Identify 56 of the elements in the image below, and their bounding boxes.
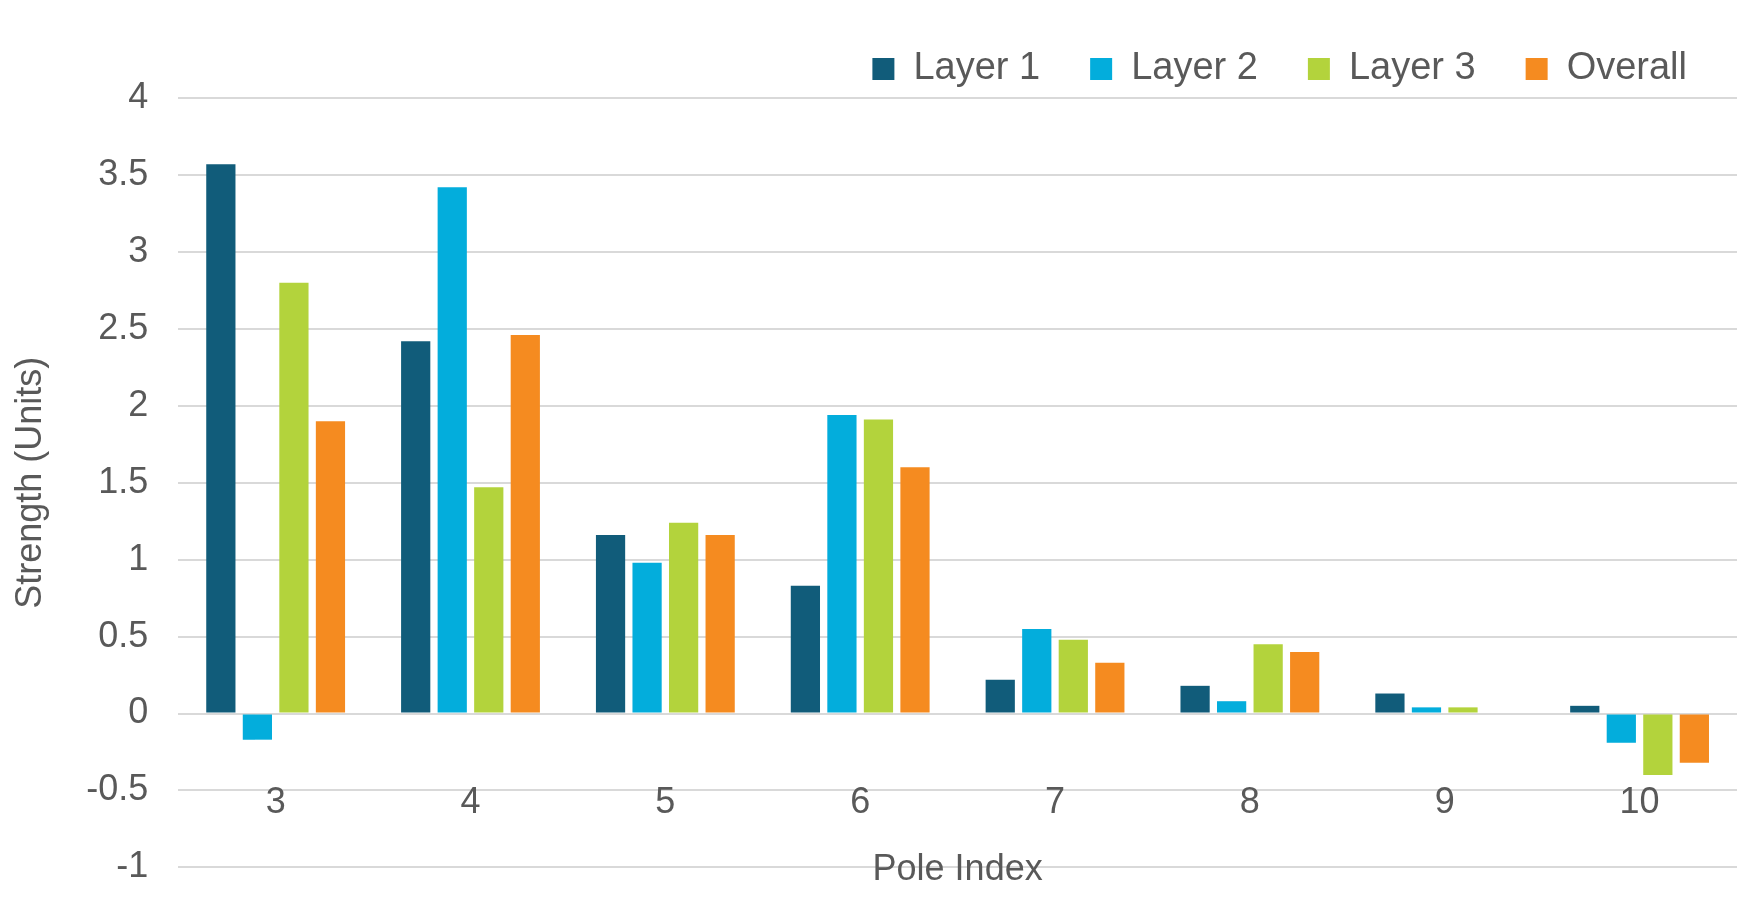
x-tick-label: 6	[850, 780, 871, 822]
bar	[1058, 639, 1088, 713]
bar	[1375, 693, 1405, 713]
x-tick-label: 3	[265, 780, 286, 822]
bar	[401, 341, 431, 713]
legend-label: Layer 1	[913, 45, 1041, 88]
bar	[705, 535, 735, 713]
legend-label: Layer 3	[1348, 45, 1476, 88]
bar	[900, 467, 930, 713]
x-tick-label: 10	[1619, 780, 1660, 822]
y-tick-label: 1	[128, 536, 149, 578]
bar	[510, 334, 540, 713]
bar	[206, 164, 236, 713]
bar	[790, 585, 821, 713]
bar	[474, 487, 504, 713]
y-tick-label: 2.5	[98, 305, 149, 347]
bar	[1095, 662, 1125, 713]
y-tick-label: 2	[128, 382, 149, 424]
bar	[1411, 707, 1442, 713]
x-tick-label: 9	[1434, 780, 1455, 822]
bar	[1253, 644, 1283, 713]
y-tick-label: 4	[128, 74, 149, 116]
bar	[1180, 685, 1210, 713]
bar	[315, 421, 346, 713]
bar	[827, 414, 857, 713]
legend-label: Overall	[1566, 45, 1688, 88]
bar	[1606, 714, 1636, 743]
x-tick-label: 4	[460, 780, 481, 822]
bar	[1022, 628, 1052, 713]
bar	[1643, 714, 1673, 776]
bar	[985, 679, 1015, 713]
y-axis-title: Strength (Units)	[7, 356, 49, 609]
bar	[437, 187, 467, 713]
y-tick-label: 1.5	[98, 459, 149, 501]
y-tick-label: -0.5	[86, 767, 149, 809]
bar	[1679, 714, 1709, 763]
x-axis-title: Pole Index	[872, 847, 1043, 889]
bar	[1570, 705, 1600, 713]
y-tick-label: 3.5	[98, 151, 149, 193]
bar	[863, 419, 894, 713]
bar	[632, 562, 662, 713]
x-tick-label: 5	[655, 780, 676, 822]
bar	[279, 282, 309, 713]
y-tick-label: 0	[128, 690, 149, 732]
y-tick-label: -1	[116, 844, 149, 886]
bar	[242, 714, 272, 740]
x-tick-label: 7	[1045, 780, 1066, 822]
bar	[595, 535, 626, 713]
legend-label: Layer 2	[1131, 45, 1258, 88]
bar	[1448, 707, 1478, 713]
bar	[669, 522, 699, 713]
bar	[1290, 651, 1320, 713]
y-tick-label: 3	[128, 228, 149, 270]
y-tick-label: 0.5	[98, 613, 149, 655]
bar	[1217, 701, 1247, 713]
x-tick-label: 8	[1239, 780, 1260, 822]
